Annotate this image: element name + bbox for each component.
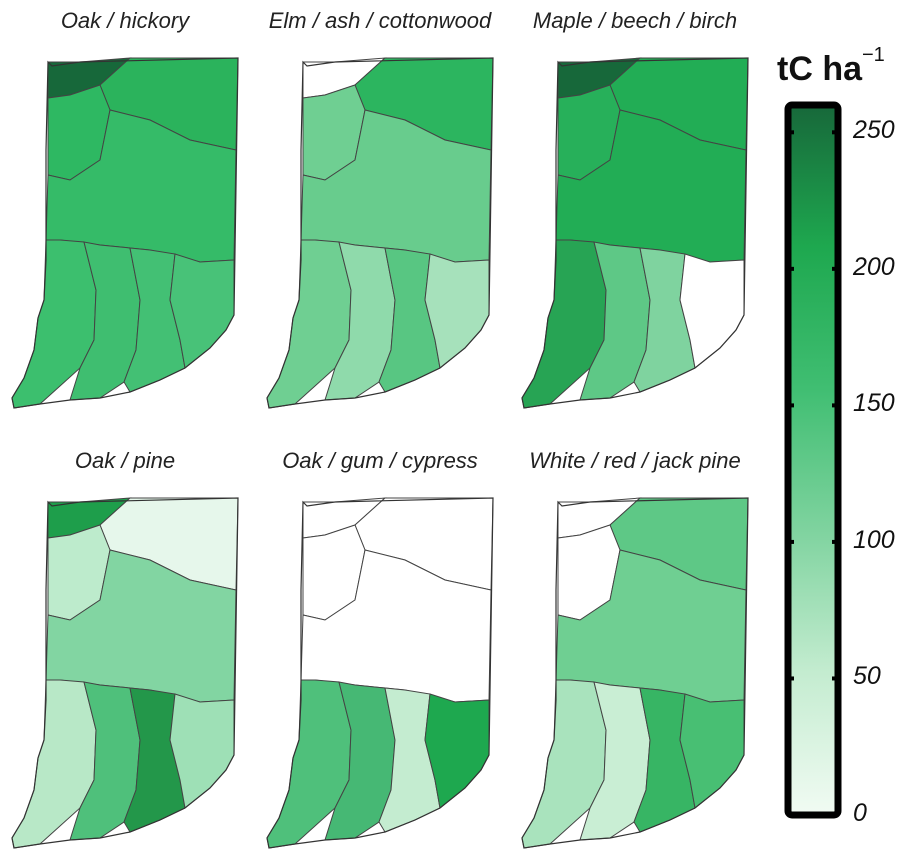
colorbar-title: tC ha−1 <box>777 44 885 88</box>
region-south-central <box>69 681 141 841</box>
state-outline <box>521 57 749 409</box>
colorbar-tick-label: 0 <box>853 799 867 827</box>
state-outline <box>266 57 494 409</box>
indiana-map <box>521 57 749 409</box>
region-south-central <box>579 681 651 841</box>
map-panel-6: White / red / jack pine <box>510 440 760 860</box>
colorbar-tick-mark <box>832 130 838 135</box>
state-outline <box>11 57 239 409</box>
colorbar-tick-label: 100 <box>853 525 895 554</box>
colorbar-tick-mark <box>832 539 838 544</box>
indiana-map <box>266 57 494 409</box>
region-south-central <box>324 681 396 841</box>
map-panel-1: Oak / hickory <box>0 0 250 420</box>
panel-title: Oak / pine <box>74 448 176 473</box>
region-south-central <box>69 241 141 401</box>
panel-title: Oak / gum / cypress <box>282 448 478 473</box>
colorbar-tick-label: 200 <box>853 252 895 281</box>
colorbar-legend: tC ha−1 0 50 100 150 200 250 <box>775 40 922 840</box>
colorbar-tick-label: 50 <box>853 662 881 691</box>
panel-title: White / red / jack pine <box>529 448 741 473</box>
colorbar-tick-label: 150 <box>853 389 895 418</box>
colorbar-tick-mark <box>832 403 838 408</box>
state-outline <box>11 497 239 849</box>
map-panel-3: Maple / beech / birch <box>510 0 760 420</box>
map-panel-2: Elm / ash / cottonwood <box>255 0 505 420</box>
map-panel-4: Oak / pine <box>0 440 250 860</box>
colorbar-tick-mark <box>788 539 794 544</box>
colorbar-gradient <box>784 101 842 819</box>
region-south-central <box>579 241 651 401</box>
map-panel-5: Oak / gum / cypress <box>255 440 505 860</box>
indiana-map <box>266 497 494 849</box>
indiana-map <box>11 57 239 409</box>
colorbar-tick-mark <box>788 266 794 271</box>
panel-title: Elm / ash / cottonwood <box>268 8 492 33</box>
region-south-central <box>324 241 396 401</box>
colorbar-tick-label: 250 <box>853 116 895 145</box>
state-outline <box>266 497 494 849</box>
colorbar-tick-mark <box>788 676 794 681</box>
panel-title: Oak / hickory <box>60 8 190 33</box>
panel-title: Maple / beech / birch <box>532 8 738 33</box>
indiana-map <box>521 497 749 849</box>
colorbar <box>784 101 842 819</box>
colorbar-tick-mark <box>788 403 794 408</box>
indiana-map <box>11 497 239 849</box>
colorbar-tick-mark <box>788 130 794 135</box>
state-outline <box>521 497 749 849</box>
colorbar-tick-mark <box>832 676 838 681</box>
colorbar-tick-mark <box>832 266 838 271</box>
